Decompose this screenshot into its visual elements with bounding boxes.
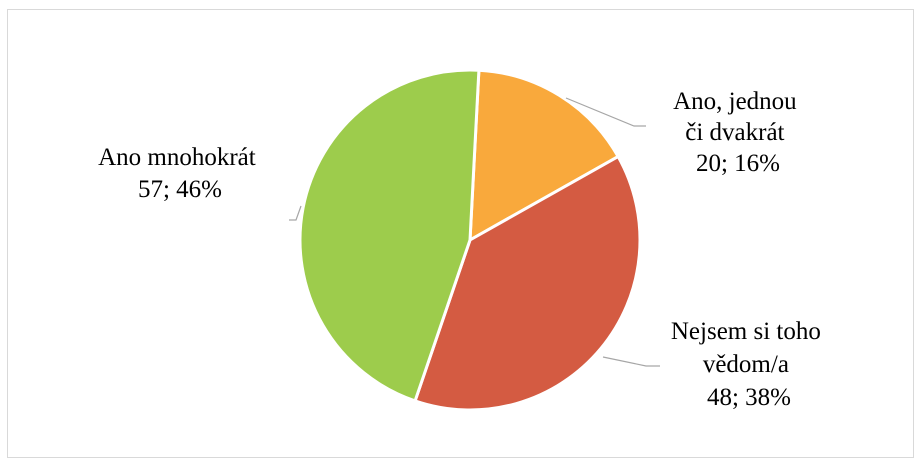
slice-ano-mnohokrat: [298, 68, 481, 403]
slice-ano-jednou: [468, 68, 620, 242]
slice-value-label: 20; 16%: [696, 150, 780, 177]
slice-nejsem-si-toho-vedom: [413, 155, 642, 412]
leader-lines: [289, 97, 660, 367]
slice-value-label: 48; 38%: [707, 384, 791, 411]
slice-label-line: či dvakrát: [685, 119, 784, 146]
leader-line-ano-mnohokrat: [289, 205, 302, 221]
leader-line-nejsem-si: [602, 356, 660, 367]
slice-label-line: Ano, jednou: [673, 88, 797, 115]
pie-slices: [298, 68, 642, 412]
slice-value-label: 57; 46%: [138, 176, 222, 203]
slice-label-line: Ano mnohokrát: [98, 144, 256, 171]
slice-label-nejsem-si: Nejsem si toho vědom/a 48; 38%: [671, 318, 827, 411]
slice-label-line: vědom/a: [703, 351, 789, 378]
slice-label-ano-mnohokrat: Ano mnohokrát 57; 46%: [98, 144, 262, 203]
slice-label-ano-jednou: Ano, jednou či dvakrát 20; 16%: [673, 88, 803, 177]
slice-label-line: Nejsem si toho: [671, 318, 821, 345]
leader-line-ano-jednou: [565, 97, 646, 127]
